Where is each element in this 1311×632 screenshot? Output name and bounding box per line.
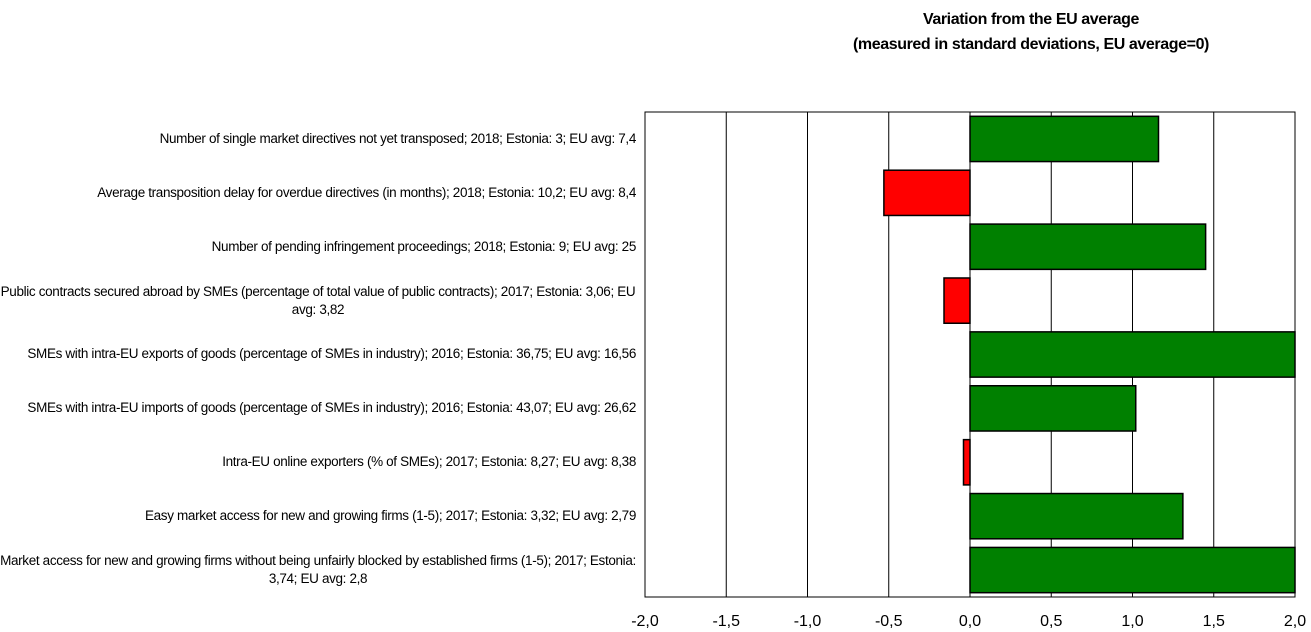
category-label: Easy market access for new and growing f…: [145, 508, 636, 524]
category-label: Public contracts secured abroad by SMEs …: [0, 283, 636, 317]
category-label: Average transposition delay for overdue …: [97, 184, 636, 200]
bar: [962, 438, 971, 486]
category-label: SMEs with intra-EU imports of goods (per…: [27, 400, 636, 416]
category-label: Number of single market directives not y…: [159, 130, 637, 146]
x-tick-label: -1,5: [712, 613, 740, 630]
bar: [969, 331, 1296, 378]
category-label: Intra-EU online exporters (% of SMEs); 2…: [222, 454, 636, 470]
category-label-box: Market access for new and growing firms …: [0, 543, 636, 597]
category-label-box: Public contracts secured abroad by SMEs …: [0, 274, 636, 328]
category-label: Number of pending infringement proceedin…: [211, 238, 637, 254]
category-label-box: Number of single market directives not y…: [0, 112, 637, 166]
bar: [969, 115, 1160, 163]
category-label: SMEs with intra-EU exports of goods (per…: [27, 346, 636, 362]
category-label-box: SMEs with intra-EU imports of goods (per…: [0, 381, 636, 435]
x-tick-label: 0,0: [959, 613, 981, 630]
x-tick-label: -0,5: [875, 613, 903, 630]
bar: [969, 546, 1296, 594]
bar: [943, 277, 971, 324]
x-tick-label: 2,0: [1284, 613, 1306, 630]
bar: [969, 492, 1184, 540]
category-label: Market access for new and growing firms …: [0, 553, 636, 587]
x-tick-label: 1,5: [1203, 613, 1225, 630]
x-tick-label: -1,0: [794, 613, 822, 630]
x-tick-label: -2,0: [631, 613, 659, 630]
category-label-box: Intra-EU online exporters (% of SMEs); 2…: [0, 435, 636, 489]
chart-subtitle: (measured in standard deviations, EU ave…: [853, 36, 1209, 53]
bar: [969, 385, 1137, 432]
category-label-box: Number of pending infringement proceedin…: [0, 220, 637, 274]
category-label-box: SMEs with intra-EU exports of goods (per…: [0, 328, 636, 382]
category-label-box: Easy market access for new and growing f…: [0, 489, 636, 543]
x-tick-label: 1,0: [1121, 613, 1143, 630]
chart-title: Variation from the EU average: [923, 11, 1140, 28]
bar: [883, 169, 971, 217]
x-tick-label: 0,5: [1040, 613, 1062, 630]
category-label-box: Average transposition delay for overdue …: [0, 166, 636, 220]
bar: [969, 223, 1207, 271]
